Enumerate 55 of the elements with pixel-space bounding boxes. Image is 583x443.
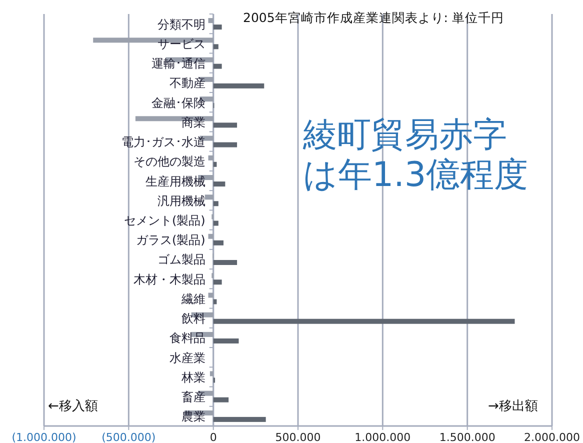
- bar: [213, 83, 264, 88]
- y-tick-label: 商業: [181, 115, 206, 130]
- bar: [213, 122, 238, 128]
- y-tick-label: サービス: [157, 36, 206, 51]
- bar: [213, 201, 218, 206]
- bar: [213, 240, 224, 246]
- y-tick-label: 分類不明: [157, 17, 206, 32]
- annotation: →移出額: [488, 399, 538, 414]
- annotation: 綾町貿易赤字: [302, 115, 507, 155]
- bar: [213, 318, 515, 324]
- chart-title: 2005年宮崎市作成産業連関表より: 単位千円: [243, 10, 504, 25]
- x-tick-label: (500.000): [102, 431, 156, 443]
- y-tick-label: 農業: [181, 410, 206, 424]
- bar: [208, 18, 214, 24]
- bar: [213, 416, 266, 422]
- bar: [213, 260, 238, 265]
- y-tick-label: 汎用機械: [157, 194, 206, 208]
- y-tick-label: 金融･保険: [151, 96, 206, 110]
- annotation: は年1.3億程度: [303, 155, 528, 195]
- x-tick-label: (1.000.000): [12, 431, 76, 443]
- y-tick-label: 畜産: [181, 390, 206, 404]
- bar: [213, 24, 222, 30]
- y-tick-label: 電力･ガス･水道: [121, 135, 206, 150]
- y-tick-label: 生産用機械: [145, 174, 206, 188]
- bar: [213, 280, 222, 285]
- bar: [208, 292, 214, 298]
- bar: [213, 44, 218, 50]
- bar: [213, 397, 229, 402]
- x-tick-label: 1.000.000: [354, 431, 411, 443]
- y-tick-label: 木材・木製品: [133, 272, 206, 286]
- y-tick-label: 飲料: [181, 312, 206, 326]
- y-tick-label: その他の製造: [133, 154, 206, 169]
- bar: [210, 371, 214, 376]
- bar: [204, 194, 214, 200]
- bar: [213, 220, 218, 226]
- y-tick-label: 水産業: [169, 350, 206, 365]
- y-tick-label: セメント(製品): [124, 214, 206, 228]
- x-tick-label: 2.000.000: [524, 431, 580, 443]
- bar: [208, 234, 214, 239]
- y-tick-label: 不動産: [169, 76, 206, 90]
- annotation: ←移入額: [48, 399, 98, 414]
- y-tick-label: ガラス(製品): [136, 233, 206, 248]
- y-tick-label: ゴム製品: [157, 252, 206, 267]
- y-tick-label: 林業: [180, 370, 206, 384]
- bar: [213, 64, 222, 69]
- x-tick-label: 0: [210, 431, 217, 443]
- bar: [208, 155, 214, 160]
- x-tick-label: 1.500.000: [439, 431, 496, 443]
- bar: [213, 142, 238, 148]
- y-tick-label: 繊維: [180, 292, 206, 306]
- bar: [213, 182, 226, 187]
- y-tick-label: 運輸･通信: [151, 56, 206, 71]
- bar: [213, 338, 239, 344]
- y-tick-label: 食料品: [169, 331, 206, 346]
- x-tick-label: 500.000: [275, 431, 321, 443]
